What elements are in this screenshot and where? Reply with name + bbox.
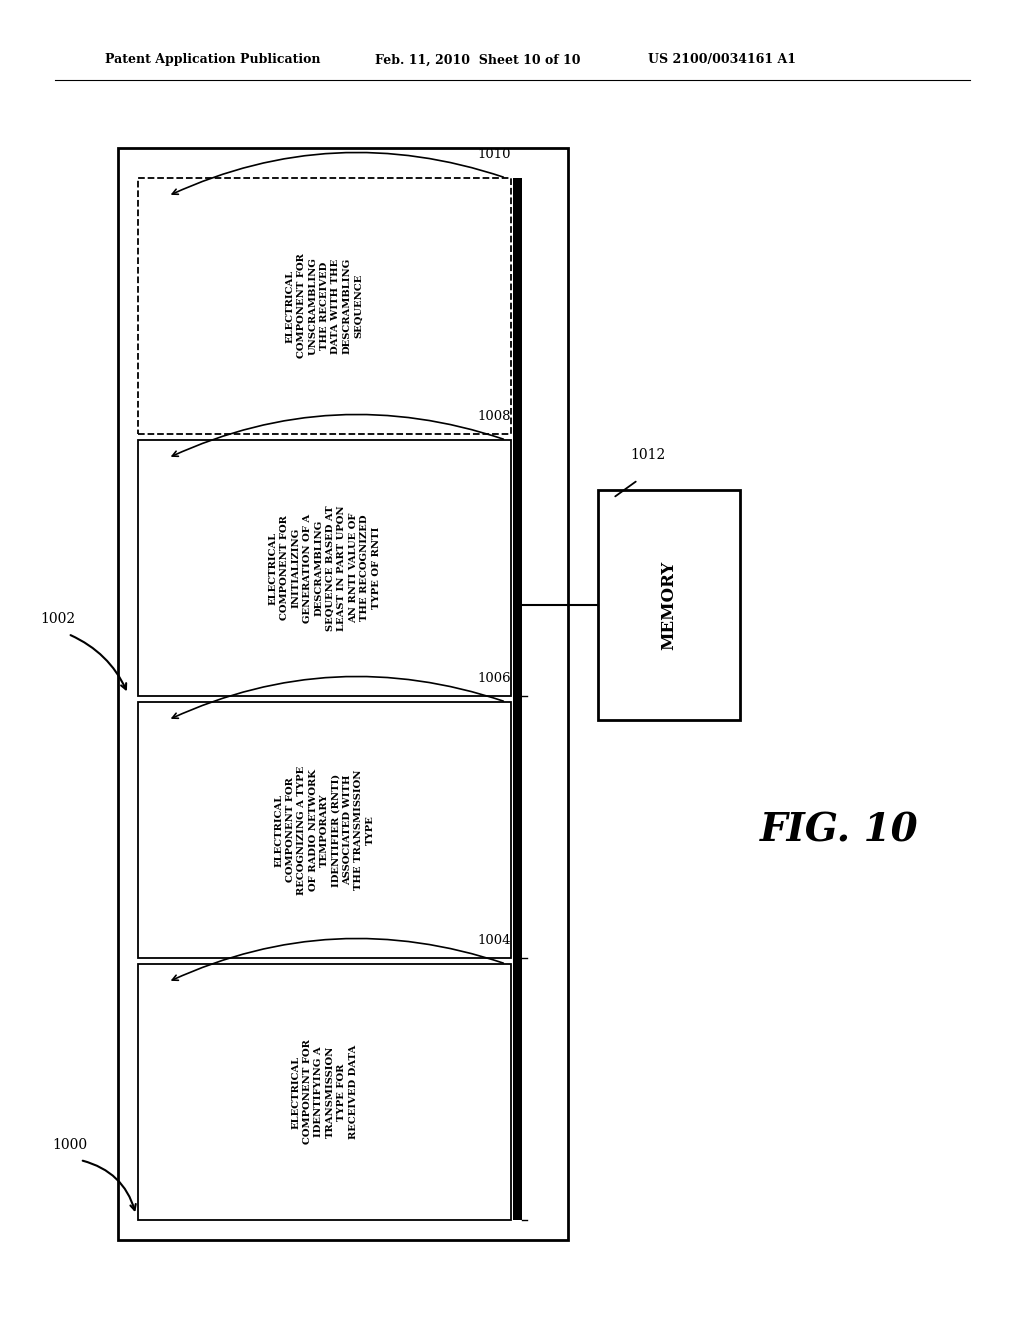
Text: 1004: 1004 — [477, 935, 511, 948]
Text: US 2100/0034161 A1: US 2100/0034161 A1 — [648, 54, 796, 66]
Text: 1012: 1012 — [630, 447, 666, 462]
Text: Patent Application Publication: Patent Application Publication — [105, 54, 321, 66]
Text: FIG. 10: FIG. 10 — [760, 810, 919, 849]
Text: ELECTRICAL
COMPONENT FOR
INITIALIZING
GENERATION OF A
DESCRAMBLING
SEQUENCE BASE: ELECTRICAL COMPONENT FOR INITIALIZING GE… — [268, 506, 381, 631]
Text: 1010: 1010 — [477, 149, 511, 161]
Text: ELECTRICAL
COMPONENT FOR
IDENTIFYING A
TRANSMISSION
TYPE FOR
RECEIVED DATA: ELECTRICAL COMPONENT FOR IDENTIFYING A T… — [292, 1040, 357, 1144]
Bar — [118, 148, 568, 1239]
Text: 1008: 1008 — [477, 411, 511, 424]
Bar — [138, 964, 511, 1220]
Bar — [138, 702, 511, 958]
Bar — [513, 178, 522, 1220]
Bar — [598, 490, 740, 719]
Text: ELECTRICAL
COMPONENT FOR
RECOGNIZING A TYPE
OF RADIO NETWORK
TEMPORARY
IDENTIFIE: ELECTRICAL COMPONENT FOR RECOGNIZING A T… — [274, 766, 375, 895]
Text: 1006: 1006 — [477, 672, 511, 685]
Text: Feb. 11, 2010  Sheet 10 of 10: Feb. 11, 2010 Sheet 10 of 10 — [375, 54, 581, 66]
Bar — [138, 178, 511, 434]
Text: ELECTRICAL
COMPONENT FOR
UNSCRAMBLING
THE RECEIVED
DATA WITH THE
DESCRAMBLING
SE: ELECTRICAL COMPONENT FOR UNSCRAMBLING TH… — [286, 253, 364, 359]
Text: 1000: 1000 — [52, 1138, 88, 1152]
Text: MEMORY: MEMORY — [660, 561, 678, 649]
Text: 1002: 1002 — [40, 612, 76, 626]
Bar — [138, 440, 511, 696]
